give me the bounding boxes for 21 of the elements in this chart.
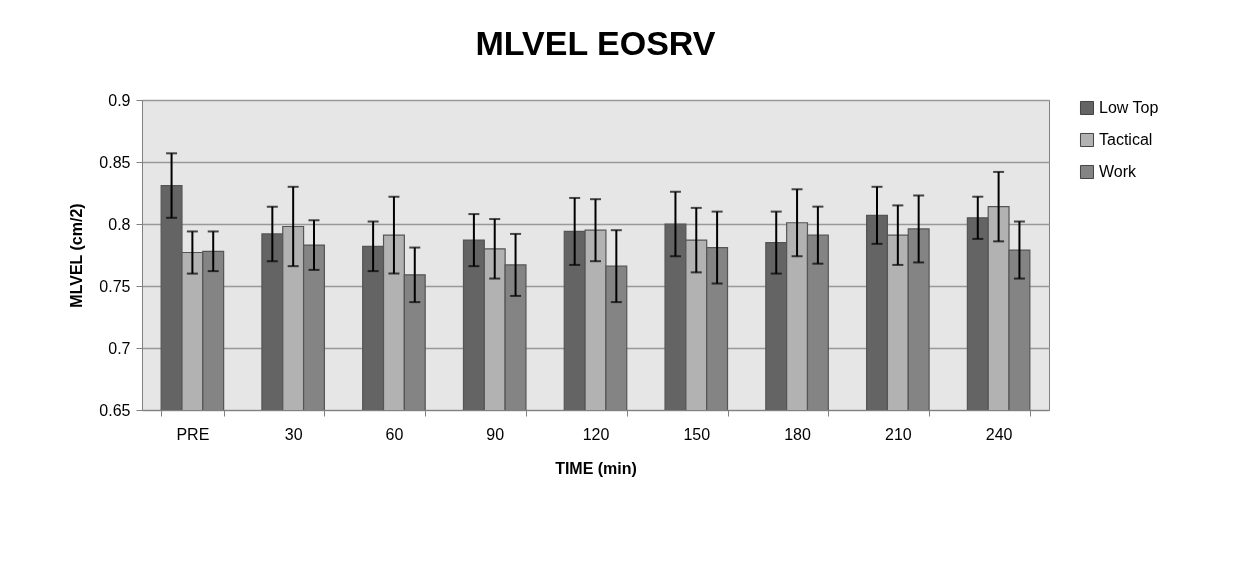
x-tick-label: 180 xyxy=(784,425,811,443)
x-tick-label: 30 xyxy=(284,425,303,443)
x-tick-label: 240 xyxy=(985,425,1013,443)
y-axis-title: MLVEL (cm/2) xyxy=(68,203,86,308)
y-tick-label: 0.75 xyxy=(99,277,131,295)
legend-label: Tactical xyxy=(1099,131,1153,148)
x-tick-label: PRE xyxy=(176,425,210,443)
legend-label: Low Top xyxy=(1099,99,1159,116)
y-tick-label: 0.65 xyxy=(99,401,131,419)
y-tick-label: 0.9 xyxy=(108,91,131,109)
x-tick-label: 150 xyxy=(683,425,711,443)
x-tick-label: 120 xyxy=(582,425,610,443)
x-tick-label: 90 xyxy=(486,425,505,443)
x-tick-label: 60 xyxy=(385,425,404,443)
chart-title: MLVEL EOSRV xyxy=(475,24,716,62)
legend-label: Work xyxy=(1099,163,1138,180)
x-axis-title: TIME (min) xyxy=(555,459,637,477)
y-tick-label: 0.85 xyxy=(99,153,131,171)
y-tick-label: 0.8 xyxy=(108,215,131,233)
x-tick-label: 210 xyxy=(884,425,912,443)
y-tick-label: 0.7 xyxy=(108,339,131,357)
